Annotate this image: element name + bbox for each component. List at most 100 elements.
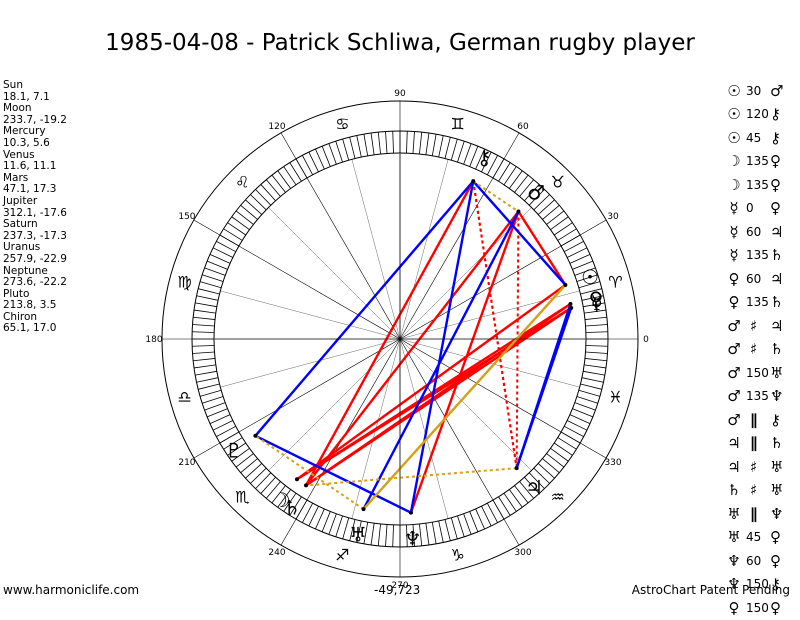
degree-tick xyxy=(227,222,247,236)
sub-spoke xyxy=(268,207,401,340)
degree-tick xyxy=(265,179,281,197)
degree-tick xyxy=(557,437,577,450)
offset-readout: -49,723 xyxy=(374,583,421,597)
degree-tick xyxy=(240,458,258,474)
degree-tick xyxy=(198,288,220,295)
planet-glyph-icon: ♀ xyxy=(770,551,781,570)
degree-tick xyxy=(546,210,565,225)
aspect-type: 150 xyxy=(746,577,769,592)
degree-tick xyxy=(498,496,511,516)
aspect-type: 135 xyxy=(746,248,769,263)
aspect-row: ♅ 45 ♀ xyxy=(724,526,800,550)
aspect-row: ♂ ♯ ♄ xyxy=(724,338,800,362)
degree-label: 270 xyxy=(391,581,408,591)
degree-tick xyxy=(419,523,423,546)
degree-tick xyxy=(450,138,458,161)
planet-name: Moon xyxy=(3,102,32,115)
planet-glyph-icon: ♅ xyxy=(349,523,367,547)
degree-label: 30 xyxy=(607,212,619,222)
degree-tick xyxy=(457,141,465,163)
planet-coords: 11.6, 11.1 xyxy=(3,160,57,173)
aspect-line xyxy=(305,467,517,487)
degree-tick xyxy=(245,463,263,479)
degree-tick xyxy=(457,515,465,537)
planet-name: Saturn xyxy=(3,218,38,231)
aspect-row: ♀ 135 ♄ xyxy=(724,291,800,315)
degree-tick xyxy=(192,324,215,327)
degree-tick xyxy=(250,194,267,211)
aspect-row: ♂ 135 ♆ xyxy=(724,385,800,409)
planet-glyph-icon: ♇ xyxy=(225,438,243,462)
degree-tick xyxy=(356,520,362,543)
degree-tick xyxy=(265,481,281,499)
degree-tick xyxy=(581,295,604,301)
degree-tick xyxy=(315,148,325,170)
aspect-row: ☿ 135 ♄ xyxy=(724,244,800,268)
degree-tick xyxy=(206,260,228,270)
degree-tick xyxy=(216,425,236,438)
degree-tick xyxy=(486,155,499,175)
degree-tick xyxy=(542,204,560,220)
footer-site-link[interactable]: www.harmoniclife.com xyxy=(3,583,140,597)
degree-tick xyxy=(519,179,535,197)
zodiac-sign-icon: ♏ xyxy=(235,488,249,507)
planet-coords: 233.7, -19.2 xyxy=(3,113,67,126)
degree-label: 240 xyxy=(268,548,285,558)
degree-tick xyxy=(271,485,286,504)
degree-tick xyxy=(412,131,415,154)
degree-tick xyxy=(406,524,408,547)
degree-tick xyxy=(235,210,254,225)
degree-tick xyxy=(509,170,523,189)
planet-marker xyxy=(471,179,476,184)
planet-coords: 273.6, -22.2 xyxy=(3,276,67,289)
degree-tick xyxy=(315,508,325,530)
aspect-row: ♀ 60 ♃ xyxy=(724,267,800,291)
degree-tick xyxy=(542,458,560,474)
aspect-type: 135 xyxy=(746,295,769,310)
aspect-row: ♂ 150 ♅ xyxy=(724,361,800,385)
degree-tick xyxy=(245,199,263,215)
sign-spoke xyxy=(193,219,401,340)
degree-tick xyxy=(193,316,216,320)
degree-tick xyxy=(277,170,291,189)
degree-tick xyxy=(564,425,584,438)
planet-glyph-icon: ♃ xyxy=(770,222,784,241)
planet-glyph-icon: ♄ xyxy=(770,340,784,359)
degree-tick xyxy=(235,453,254,468)
degree-tick xyxy=(308,151,319,172)
degree-tick xyxy=(212,420,233,431)
degree-tick xyxy=(537,463,555,479)
planet-glyph-icon: ☿ xyxy=(591,291,603,315)
sign-spoke xyxy=(399,338,607,459)
degree-tick xyxy=(584,358,607,362)
planet-name: Venus xyxy=(3,148,35,161)
zodiac-sign-icon: ♍ xyxy=(177,272,191,291)
degree-tick xyxy=(342,517,350,540)
planet-glyph-icon: ☿ xyxy=(729,199,739,218)
degree-tick xyxy=(475,148,485,170)
planet-glyph-icon: ♃ xyxy=(770,316,784,335)
aspect-line xyxy=(409,211,520,514)
planet-marker xyxy=(569,305,574,310)
planet-glyph-icon: ♃ xyxy=(525,475,543,499)
degree-tick xyxy=(533,194,550,211)
degree-tick xyxy=(377,523,381,546)
degree-tick xyxy=(349,137,356,159)
planet-glyph-icon: ♃ xyxy=(770,269,784,288)
zodiac-sign-icon: ♌ xyxy=(235,172,249,191)
planet-glyph-icon: ♀ xyxy=(728,293,740,312)
degree-tick xyxy=(537,199,555,215)
sub-spoke xyxy=(399,290,580,340)
degree-tick xyxy=(509,489,523,508)
planet-marker xyxy=(563,282,568,287)
aspect-row: ♅ ∥ ♆ xyxy=(724,502,800,526)
degree-tick xyxy=(363,522,369,544)
degree-tick xyxy=(202,274,224,282)
degree-tick xyxy=(202,396,224,404)
aspect-line xyxy=(515,303,572,469)
degree-tick xyxy=(260,476,276,494)
degree-tick xyxy=(519,481,535,499)
aspect-line xyxy=(254,434,412,514)
aspect-row: ☽ 135 ♀ xyxy=(724,150,800,174)
aspect-type: 135 xyxy=(746,154,769,169)
